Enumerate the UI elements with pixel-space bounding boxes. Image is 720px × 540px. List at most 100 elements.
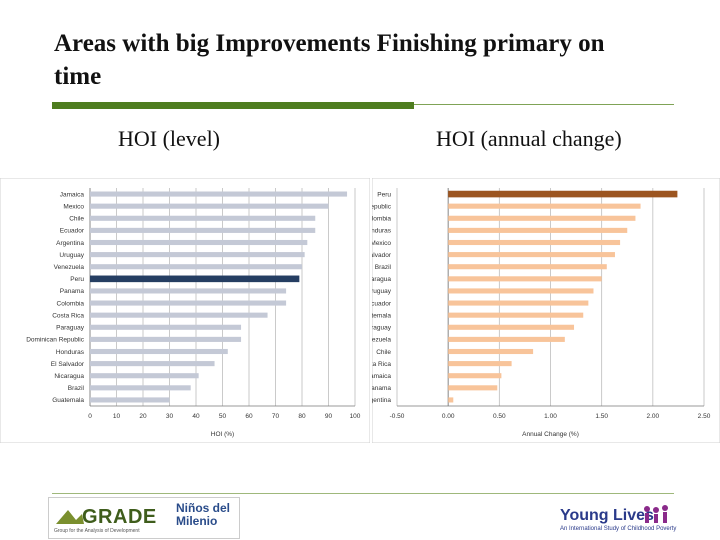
- right-chart-category-label: Honduras: [372, 228, 392, 235]
- left-chart-category-label: Ecuador: [60, 228, 85, 235]
- right-chart-x-tick-label: 2.00: [647, 413, 660, 420]
- right-chart-category-label: El Salvador: [372, 252, 392, 259]
- left-chart-bar: [90, 300, 287, 306]
- slide-title: Areas with big Improvements Finishing pr…: [54, 30, 605, 90]
- right-chart-category-label: Peru: [377, 191, 391, 198]
- left-chart-category-label: Jamaica: [60, 191, 85, 198]
- young-lives-subtitle: An International Study of Childhood Pove…: [560, 526, 677, 532]
- left-chart-category-label: Panama: [60, 288, 85, 295]
- left-chart-heading: HOI (level): [118, 126, 221, 151]
- right-chart-category-label: Ecuador: [372, 300, 392, 307]
- right-chart-bar: [448, 336, 565, 342]
- ninos-logo-line1: Niños del: [176, 501, 231, 515]
- left-chart-category-label: Venezuela: [54, 264, 85, 271]
- left-chart-category-label: Brazil: [68, 385, 85, 392]
- right-chart-x-tick-label: 0.00: [442, 413, 455, 420]
- left-chart-x-tick-label: 40: [192, 413, 200, 420]
- left-chart-bar: [90, 275, 300, 283]
- left-chart-x-tick-label: 50: [219, 413, 227, 420]
- hoi-level-chart: 0 10 20 30 40 50 60 70 80 90 100 Jamaica Mexico Chile…: [0, 178, 370, 443]
- right-chart-bar: [448, 300, 589, 306]
- right-chart-bar: [448, 288, 594, 294]
- young-lives-logo: Young Lives: [560, 507, 654, 524]
- grade-logo-text: GRADE: [82, 506, 157, 528]
- left-chart-x-tick-label: 20: [139, 413, 147, 420]
- right-chart-category-label: Jamaica: [372, 373, 391, 380]
- right-chart-bar: [448, 361, 512, 367]
- left-chart-category-label: Nicaragua: [54, 373, 84, 380]
- left-chart-bar: [90, 252, 305, 258]
- left-chart-bar: [90, 288, 287, 294]
- left-chart-bar: [90, 373, 199, 379]
- left-chart-category-label: Paraguay: [56, 325, 85, 332]
- ninos-del-milenio-logo: Niños del Milenio: [176, 502, 230, 528]
- grade-logo-icon: [56, 510, 84, 524]
- right-chart-bar: [448, 227, 628, 233]
- left-chart-category-label: Dominican Republic: [26, 337, 85, 344]
- left-chart-category-label: Costa Rica: [52, 312, 84, 319]
- right-chart-category-label: Chile: [376, 349, 391, 356]
- left-chart-category-label: Peru: [70, 276, 84, 283]
- right-chart-category-label: Argentina: [372, 397, 391, 404]
- left-chart-bar: [90, 191, 348, 197]
- right-chart-heading: HOI (annual change): [436, 126, 622, 151]
- left-chart-bar: [90, 336, 242, 342]
- left-chart-x-axis-label: HOI (%): [211, 431, 234, 438]
- right-chart-category-label: Colombia: [372, 216, 391, 223]
- right-chart-bar: [448, 239, 621, 246]
- left-chart-category-label: Chile: [69, 216, 84, 223]
- left-chart-x-tick-label: 10: [113, 413, 121, 420]
- right-chart-category-label: Nicaragua: [372, 276, 391, 283]
- right-chart-bar: [448, 348, 534, 355]
- left-chart-category-label: Argentina: [56, 240, 84, 247]
- right-chart-x-tick-label: 1.50: [595, 413, 608, 420]
- left-chart-x-tick-label: 30: [166, 413, 174, 420]
- left-chart-bar: [90, 239, 308, 246]
- right-chart-x-axis-label: Annual Change (%): [522, 431, 579, 438]
- grade-logo-subtitle: Group for the Analysis of Development: [54, 528, 140, 534]
- right-chart-category-label: Costa Rica: [372, 361, 391, 368]
- left-chart-bar: [90, 361, 215, 367]
- left-chart-category-label: Mexico: [63, 203, 84, 210]
- young-lives-figures-icon: [644, 505, 668, 523]
- left-chart-category-label: El Salvador: [51, 361, 85, 368]
- right-chart-x-tick-label: 1.00: [544, 413, 557, 420]
- right-chart-bar: [448, 203, 641, 209]
- left-chart-bar: [90, 324, 242, 330]
- title-underline-thin: [414, 104, 674, 105]
- right-chart-bar: [448, 324, 575, 330]
- left-chart-bar: [90, 215, 316, 221]
- right-chart-x-tick-label: 2.50: [698, 413, 711, 420]
- left-chart-x-tick-label: 60: [245, 413, 253, 420]
- right-chart-bar: [448, 264, 607, 270]
- right-chart-bar: [448, 215, 636, 221]
- right-chart-category-label: Mexico: [372, 240, 391, 247]
- right-chart-x-tick-label: 0.50: [493, 413, 506, 420]
- title-underline: [52, 102, 414, 109]
- hoi-annual-change-chart: -0.50 0.00 0.50 1.00 1.50 2.00 2.50 Peru Dominic…: [372, 178, 720, 443]
- left-chart-bar: [90, 312, 268, 318]
- right-chart-bar: [448, 252, 615, 258]
- right-chart-frame: [372, 178, 720, 443]
- left-chart-category-label: Honduras: [56, 349, 85, 356]
- right-chart-bar: [448, 397, 454, 403]
- right-chart-bar: [448, 385, 498, 391]
- left-chart-bar: [90, 385, 191, 391]
- right-chart-bar: [448, 276, 602, 282]
- left-chart-x-tick-label: 90: [325, 413, 333, 420]
- right-chart-category-label: Uruguay: [372, 288, 392, 295]
- right-chart-bar: [448, 190, 678, 198]
- left-chart-bar: [90, 227, 316, 233]
- left-chart-bar: [90, 264, 302, 270]
- left-chart-x-tick-label: 0: [88, 413, 92, 420]
- left-chart-category-label: Guatemala: [52, 397, 84, 404]
- right-chart-bar: [448, 373, 502, 379]
- left-chart-x-tick-label: 70: [272, 413, 280, 420]
- ninos-logo-line2: Milenio: [176, 514, 218, 528]
- left-chart-category-label: Colombia: [57, 300, 85, 307]
- right-chart-category-label: Panama: [372, 385, 391, 392]
- left-chart-x-tick-label: 100: [350, 413, 361, 420]
- right-chart-category-label: Venezuela: [372, 337, 391, 344]
- left-chart-category-label: Uruguay: [59, 252, 84, 259]
- left-chart-bar: [90, 203, 329, 209]
